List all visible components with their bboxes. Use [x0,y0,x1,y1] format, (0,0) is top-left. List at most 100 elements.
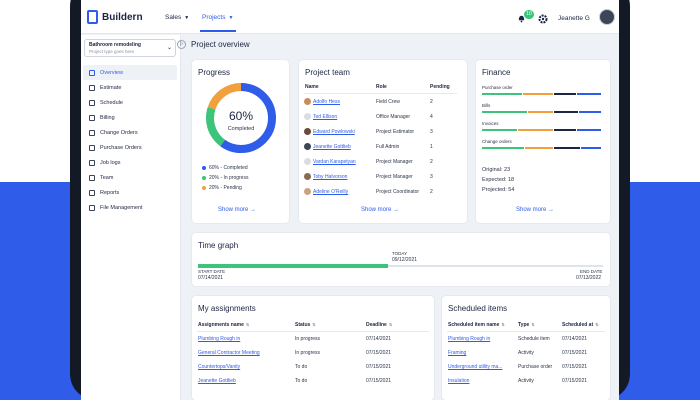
show-more-label: Show more [218,207,249,213]
folder-icon [89,204,95,211]
finance-bar-purchase-order [482,93,602,95]
sidebar: Bathroom remodeling Project type goes he… [81,35,181,400]
sort-icon[interactable]: ⇅ [501,322,505,327]
sidebar-item-billing[interactable]: Billing [83,110,177,125]
scheduled-item-link[interactable]: Insulation [448,378,470,384]
sidebar-item-overview[interactable]: Overview [83,65,177,80]
app-logo[interactable]: Buildern [87,10,143,24]
logo-icon [87,10,98,24]
end-date: 07/13/2022 [576,275,602,281]
legend-item: 20% - Pending [202,185,242,191]
finance-label: Change orders [482,139,512,144]
donut-segment-in-progress [206,83,276,153]
member-pending: 4 [430,114,433,120]
scheduled-item-link[interactable]: Underground utility ma... [448,364,503,370]
progress-center-label: Completed [227,126,255,132]
start-label: START DATE [198,269,226,274]
table-row: Jeanette Gottlieb Full Admin 1 [304,140,457,155]
bell-icon[interactable] [517,14,526,23]
project-team-title: Project team [305,68,350,77]
sidebar-item-team[interactable]: Team [83,170,177,185]
user-menu[interactable]: Jeanette G [558,15,590,22]
scheduled-item-type: Activity [518,378,534,384]
page-header: |› Project overview [177,40,250,49]
progress-center-value: 60% [228,109,254,123]
report-icon [89,189,95,196]
nav-projects[interactable]: Projects ▼ [202,14,233,21]
finance-show-more-link[interactable]: Show more → [516,207,554,213]
assignment-link[interactable]: General Contractor Meeting [198,350,260,356]
sort-icon[interactable]: ⇅ [595,322,599,327]
scheduled-item-link[interactable]: Framing [448,350,467,356]
project-team-card: Project team Name Role Pending Adolfo He… [299,60,467,223]
nav-sales[interactable]: Sales ▼ [165,14,189,21]
sidebar-item-estimate[interactable]: Estimate [83,80,177,95]
team-icon [89,174,95,181]
team-header-pending: Pending [430,84,450,90]
assignment-link[interactable]: Plumbing Rough in [198,336,241,342]
member-name-link[interactable]: Adolfo Hess [313,99,340,105]
nav-projects-label: Projects [202,14,226,21]
team-show-more-link[interactable]: Show more → [361,207,399,213]
legend-label: 20% - In progress [209,175,249,181]
member-pending: 3 [430,174,433,180]
member-name-link[interactable]: Vardan Karapetyan [313,159,356,165]
sidebar-item-reports[interactable]: Reports [83,185,177,200]
project-selector[interactable]: Bathroom remodeling Project type goes he… [84,39,176,57]
header-label: Type [518,322,530,328]
header-label: Status [295,322,311,328]
header-label: Deadline [366,322,387,328]
assignment-deadline: 07/15/2021 [366,350,392,356]
donut-segment-pending [206,83,276,153]
sidebar-item-label: Team [100,174,114,181]
sidebar-item-purchase-orders[interactable]: Purchase Orders [83,140,177,155]
member-role: Project Manager [376,174,413,180]
table-row: Vardan Karapetyan Project Manager 2 [304,155,457,170]
gear-icon[interactable] [538,14,548,24]
sidebar-nav: Overview Estimate Schedule Billing Chang… [83,65,177,215]
sidebar-item-label: Job logs [100,159,121,166]
assignment-status: In progress [295,350,321,356]
member-name-link[interactable]: Jeanette Gottlieb [313,144,351,150]
swap-icon [89,129,95,136]
header-label: Assignments name [198,322,244,328]
avatar [304,143,311,150]
sort-icon[interactable]: ⇅ [245,322,250,327]
sidebar-item-file-management[interactable]: File Management [83,200,177,215]
table-row: Toby Halvorson Project Manager 3 [304,170,457,185]
member-name-link[interactable]: Edward Powlowski [313,129,355,135]
table-row: Ted Ellison Office Manager 4 [304,110,457,125]
member-name-link[interactable]: Toby Halvorson [313,174,348,180]
sidebar-item-label: Change Orders [100,129,138,136]
avatar[interactable] [599,9,615,25]
assignment-link[interactable]: Countertops/Vanity [198,364,241,370]
assignments-title: My assignments [198,304,256,313]
sidebar-item-change-orders[interactable]: Change Orders [83,125,177,140]
member-pending: 2 [430,159,433,165]
arrow-right-icon: → [548,207,555,213]
sidebar-item-schedule[interactable]: Schedule [83,95,177,110]
member-name-link[interactable]: Ted Ellison [313,114,338,120]
sort-icon[interactable]: ⇅ [388,322,393,327]
sidebar-item-job-logs[interactable]: Job logs [83,155,177,170]
sort-icon[interactable]: ⇅ [531,322,535,327]
chevron-down-icon: ▼ [184,14,190,21]
sidebar-item-label: File Management [100,204,143,211]
member-pending: 3 [430,129,433,135]
timeline-progress [198,264,389,268]
scheduled-header-name: Scheduled item name ⇅ [448,322,505,328]
sort-icon[interactable]: ⇅ [312,322,316,327]
collapse-sidebar-button[interactable]: |› [177,40,186,49]
show-more-label: Show more [516,207,547,213]
divider [197,331,429,332]
scheduled-item-link[interactable]: Plumbing Rough in [448,336,491,342]
member-name-link[interactable]: Adeline O'Reilly [313,189,349,195]
scheduled-item-type: Purchase order [518,364,553,370]
cart-icon [89,144,95,151]
progress-show-more-link[interactable]: Show more → [218,207,256,213]
avatar [304,128,311,135]
avatar [304,113,311,120]
time-graph-card: Time graph TODAY 09/12/2021 START DATE 0… [192,233,610,286]
assignment-link[interactable]: Jeanette Gottlieb [198,378,236,384]
timeline-track [198,264,603,268]
